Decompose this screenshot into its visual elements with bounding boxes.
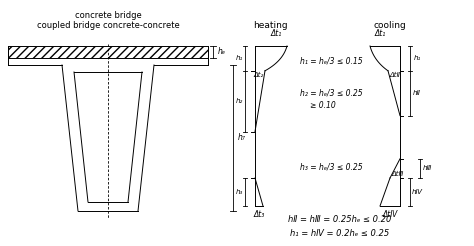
Text: hₑ: hₑ bbox=[218, 47, 226, 57]
Text: heating: heating bbox=[253, 21, 287, 31]
Text: h₃: h₃ bbox=[236, 189, 243, 195]
Text: ΔtⅣ: ΔtⅣ bbox=[383, 210, 398, 219]
Text: h₃ = hₑ/3 ≤ 0.25: h₃ = hₑ/3 ≤ 0.25 bbox=[300, 162, 363, 171]
Text: h₁ = hₑ/3 ≤ 0.15: h₁ = hₑ/3 ≤ 0.15 bbox=[300, 56, 363, 65]
Text: ΔtⅢ: ΔtⅢ bbox=[391, 171, 403, 177]
Text: h₁: h₁ bbox=[236, 55, 243, 62]
Text: cooling: cooling bbox=[374, 21, 406, 31]
Text: hⅡ: hⅡ bbox=[413, 90, 421, 96]
Text: hⅣ: hⅣ bbox=[411, 189, 422, 195]
Text: hⅡ = hⅢ = 0.25hₑ ≤ 0.20: hⅡ = hⅢ = 0.25hₑ ≤ 0.20 bbox=[288, 215, 392, 225]
Text: h₂: h₂ bbox=[236, 98, 243, 104]
Text: h₁: h₁ bbox=[413, 55, 420, 62]
Text: h₁ = hⅣ = 0.2hₑ ≤ 0.25: h₁ = hⅣ = 0.2hₑ ≤ 0.25 bbox=[291, 229, 390, 237]
Text: Δt₃: Δt₃ bbox=[254, 210, 264, 219]
Text: coupled bridge concrete-concrete: coupled bridge concrete-concrete bbox=[36, 21, 179, 31]
Text: concrete bridge: concrete bridge bbox=[74, 12, 141, 20]
Text: Δt₁: Δt₁ bbox=[374, 30, 386, 39]
Text: Δt₁: Δt₁ bbox=[270, 30, 282, 39]
Text: ≥ 0.10: ≥ 0.10 bbox=[310, 101, 336, 110]
Text: ΔtⅡ: ΔtⅡ bbox=[389, 72, 400, 78]
Text: Δt₂: Δt₂ bbox=[254, 72, 264, 78]
Text: hⅢ: hⅢ bbox=[422, 165, 432, 171]
Text: h₂ = hₑ/3 ≤ 0.25: h₂ = hₑ/3 ≤ 0.25 bbox=[300, 89, 363, 98]
Text: h₇: h₇ bbox=[238, 134, 246, 142]
